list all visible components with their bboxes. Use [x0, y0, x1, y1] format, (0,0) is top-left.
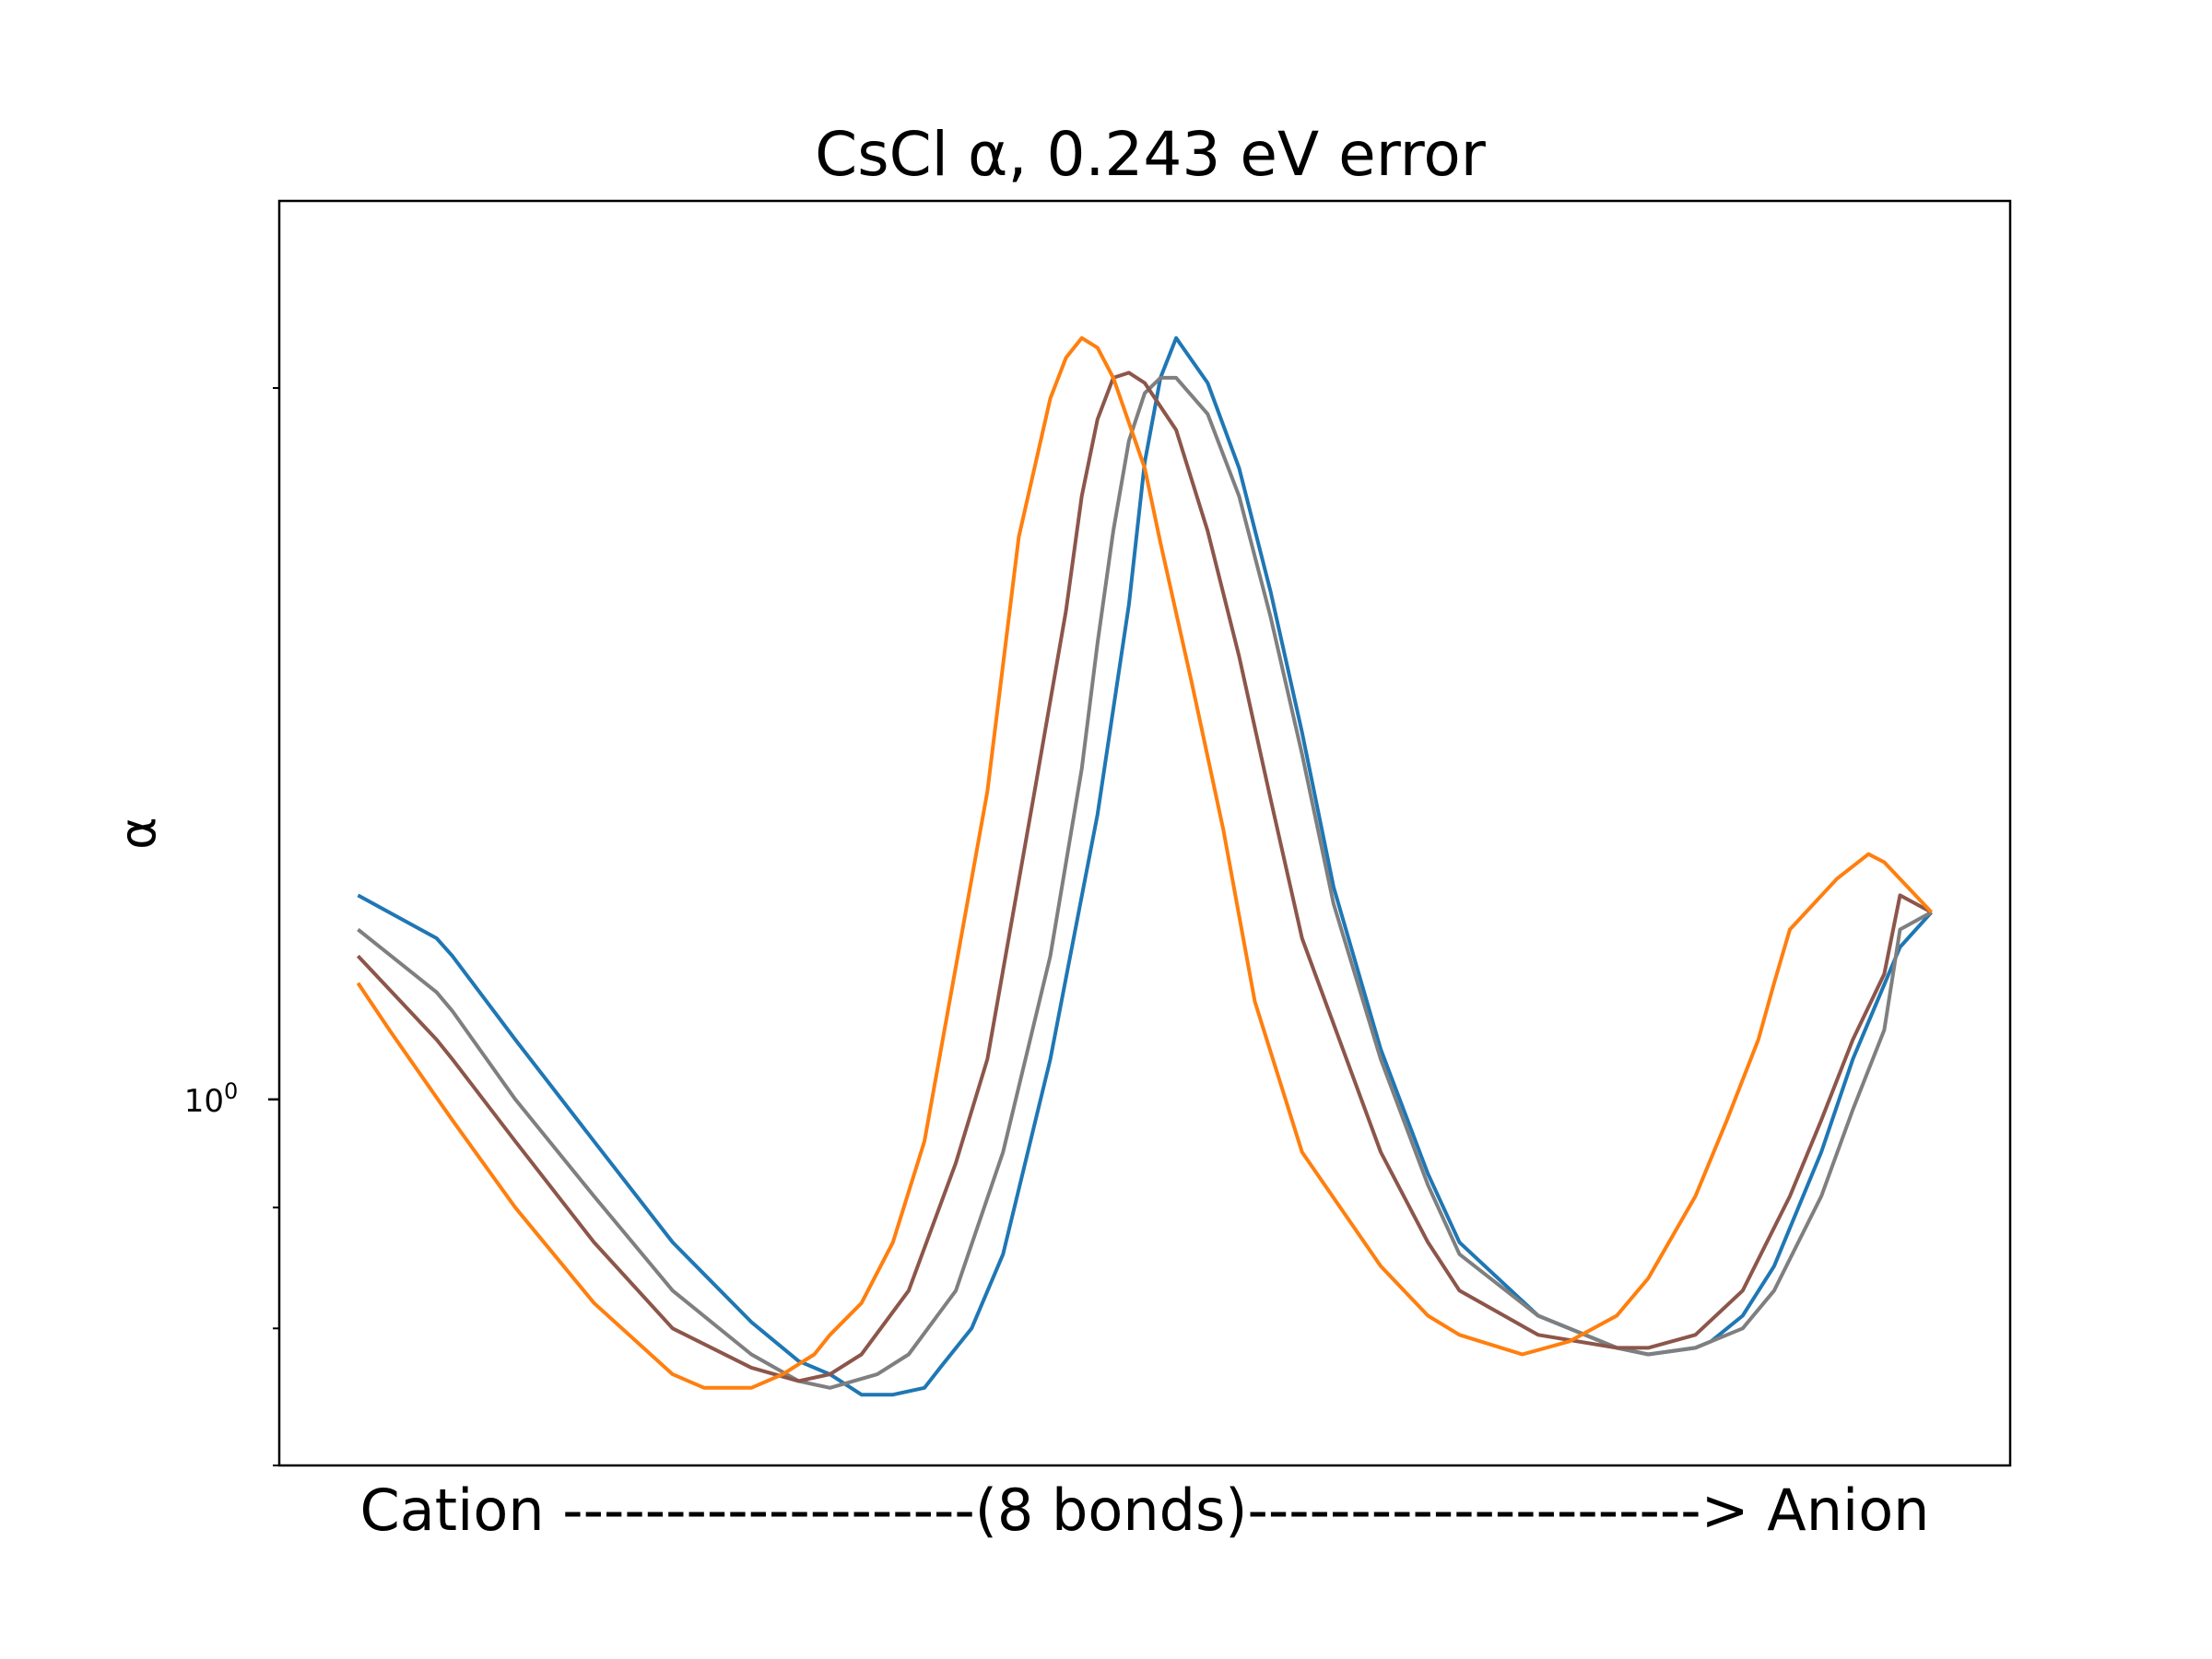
plot-frame [277, 199, 2012, 1467]
x-axis-label: Cation --------------------(8 bonds)----… [360, 1477, 1930, 1544]
series-line-3 [356, 371, 1933, 1383]
series-layer [356, 335, 1934, 1397]
y-axis-label: α [109, 817, 167, 850]
series-line-2 [357, 375, 1933, 1390]
series-line-4 [356, 335, 1934, 1390]
series-line-1 [357, 335, 1934, 1397]
chart-title: CsCl α, 0.243 eV error [815, 119, 1487, 190]
y-tick-label-1: 100 [184, 1078, 239, 1120]
y-axis-ticks: 100 [184, 387, 279, 1466]
